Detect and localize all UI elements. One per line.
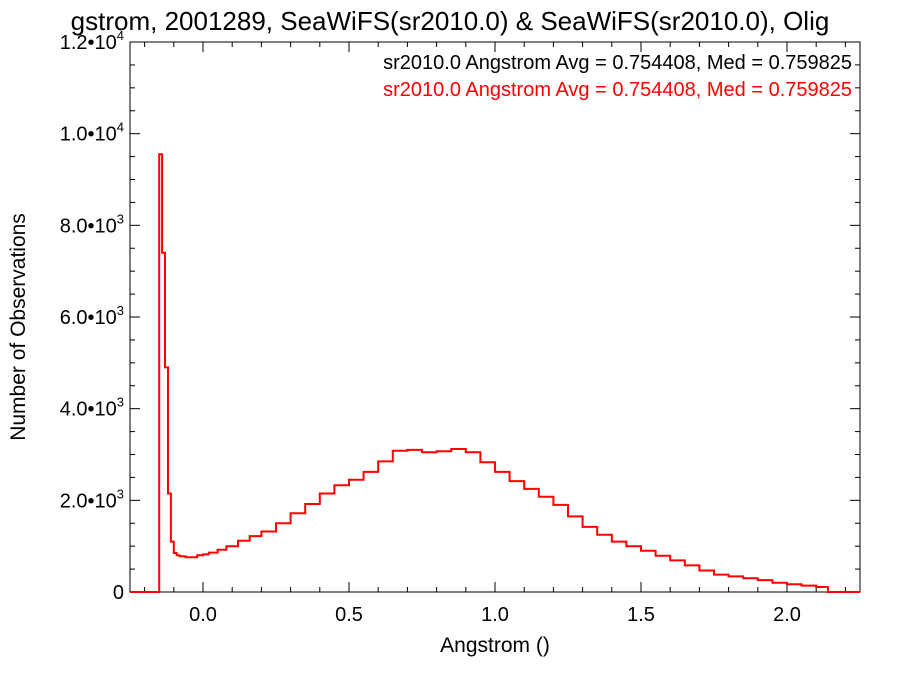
x-axis-label: Angstrom (): [440, 634, 550, 657]
y-tick-exponent: 3: [117, 211, 124, 226]
y-tick-label: 8.0•103: [60, 211, 124, 237]
y-tick-mantissa: 1.0•10: [60, 124, 117, 146]
y-tick-exponent: 3: [117, 395, 124, 410]
series-line-sr2010: [130, 153, 860, 593]
y-axis: 02.0•1034.0•1036.0•1038.0•1031.0•1041.2•…: [60, 28, 860, 604]
plot-frame: [129, 41, 861, 593]
y-tick-mantissa: 8.0•10: [60, 215, 117, 237]
x-tick-label: 2.0: [773, 604, 801, 626]
y-tick-mantissa: 6.0•10: [60, 307, 117, 329]
y-tick-mantissa: 2.0•10: [60, 490, 117, 512]
x-tick-label: 1.5: [627, 604, 655, 626]
x-tick-label: 1.0: [481, 604, 509, 626]
y-tick-mantissa: 1.2•10: [60, 32, 117, 54]
y-tick-label: 6.0•103: [60, 303, 124, 329]
x-axis: 0.0 0.5 1.0 1.5 2.0: [144, 42, 846, 626]
y-tick-mantissa: 0: [113, 582, 124, 604]
y-tick-label: 1.0•104: [60, 120, 124, 146]
x-tick-label: 0.0: [189, 604, 217, 626]
y-axis-label: Number of Observations: [7, 213, 30, 441]
y-tick-exponent: 4: [117, 120, 124, 135]
y-tick-exponent: 3: [117, 303, 124, 318]
y-tick-exponent: 4: [117, 28, 124, 43]
y-tick-exponent: 3: [117, 486, 124, 501]
legend-entry-black: sr2010.0 Angstrom Avg = 0.754408, Med = …: [383, 52, 852, 74]
y-tick-label: 2.0•103: [60, 486, 124, 512]
x-tick-label: 0.5: [335, 604, 363, 626]
y-tick-label: 1.2•104: [60, 28, 124, 54]
legend-entry-red: sr2010.0 Angstrom Avg = 0.754408, Med = …: [383, 79, 852, 101]
y-tick-mantissa: 4.0•10: [60, 399, 117, 421]
y-tick-label: 4.0•103: [60, 395, 124, 421]
y-tick-label: 0: [113, 582, 124, 604]
chart-title: gstrom, 2001289, SeaWiFS(sr2010.0) & Sea…: [71, 6, 830, 36]
